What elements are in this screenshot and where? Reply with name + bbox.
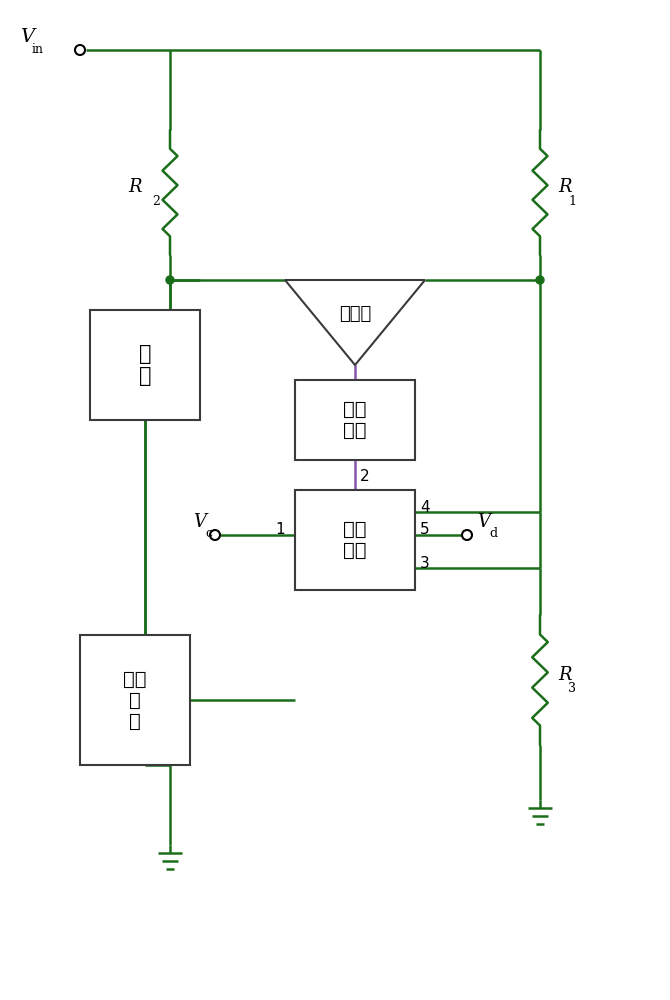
Text: 驱动: 驱动 [123, 670, 147, 688]
Text: 负: 负 [139, 344, 151, 364]
Text: in: in [32, 43, 44, 56]
Text: 路: 路 [129, 712, 141, 730]
Bar [295, 380, 415, 460]
Bar [80, 635, 190, 765]
Text: V: V [20, 28, 34, 46]
Circle shape [166, 276, 174, 284]
Text: 逻辑: 逻辑 [343, 400, 366, 419]
Bar [90, 310, 200, 420]
Text: 控制: 控制 [343, 520, 366, 539]
Circle shape [536, 276, 544, 284]
Text: 5: 5 [420, 522, 429, 538]
Circle shape [75, 45, 85, 55]
Text: 电: 电 [129, 690, 141, 710]
Text: 4: 4 [420, 499, 429, 514]
Text: 比较器: 比较器 [339, 306, 371, 324]
Text: d: d [489, 527, 497, 540]
Text: 载: 载 [139, 366, 151, 386]
Text: 电路: 电路 [343, 541, 366, 560]
Text: 2: 2 [360, 469, 370, 484]
Text: 1: 1 [275, 522, 285, 538]
Text: R: R [129, 178, 142, 196]
Text: 3: 3 [568, 682, 576, 696]
Text: c: c [205, 527, 212, 540]
Text: V: V [193, 513, 206, 531]
Text: V: V [477, 513, 490, 531]
Text: 2: 2 [152, 195, 160, 208]
Text: 电路: 电路 [343, 421, 366, 440]
Bar [295, 490, 415, 590]
Text: 3: 3 [420, 556, 429, 570]
Circle shape [210, 530, 220, 540]
Circle shape [462, 530, 472, 540]
Text: R: R [558, 178, 572, 196]
Text: R: R [558, 666, 572, 684]
Text: 1: 1 [568, 195, 576, 208]
